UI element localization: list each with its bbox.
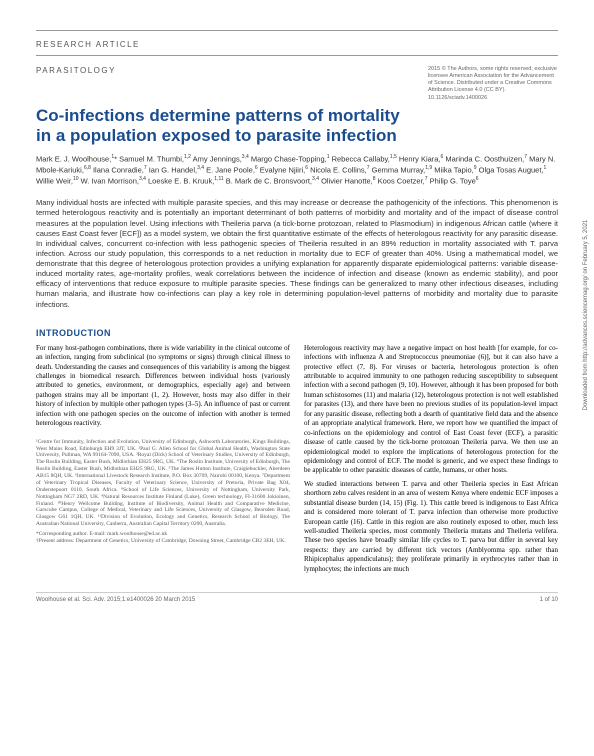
two-column-body: For many host-pathogen combinations, the… — [36, 344, 558, 579]
corresponding-author: *Corresponding author. E-mail: mark.wool… — [36, 531, 290, 538]
copyright-text: 2015 © The Authors, some rights reserved… — [428, 66, 558, 102]
abstract-text: Many individual hosts are infected with … — [36, 198, 558, 309]
category-label: PARASITOLOGY — [36, 66, 116, 75]
page-footer: Woolhouse et al. Sci. Adv. 2015;1:e14000… — [36, 592, 558, 603]
affiliations-block: ¹Centre for Immunity, Infection and Evol… — [36, 439, 290, 545]
article-title: Co-infections determine patterns of mort… — [36, 106, 416, 147]
header-bar: RESEARCH ARTICLE — [36, 30, 558, 56]
column-right: Heterologous reactivity may have a negat… — [304, 344, 558, 579]
intro-paragraph-1: For many host-pathogen combinations, the… — [36, 344, 290, 429]
intro-paragraph-2: Heterologous reactivity may have a negat… — [304, 344, 558, 476]
page-container: RESEARCH ARTICLE PARASITOLOGY 2015 © The… — [0, 0, 594, 623]
affiliations-text: ¹Centre for Immunity, Infection and Evol… — [36, 439, 290, 528]
present-address: †Present address: Department of Genetics… — [36, 538, 290, 545]
author-list: Mark E. J. Woolhouse,1* Samuel M. Thumbi… — [36, 154, 558, 186]
article-type: RESEARCH ARTICLE — [36, 40, 140, 49]
column-left: For many host-pathogen combinations, the… — [36, 344, 290, 579]
footer-page-number: 1 of 10 — [540, 597, 558, 603]
top-row: PARASITOLOGY 2015 © The Authors, some ri… — [36, 66, 558, 102]
download-watermark: Downloaded from http://advances.sciencem… — [583, 219, 589, 410]
intro-paragraph-3: We studied interactions between T. parva… — [304, 480, 558, 574]
footer-citation: Woolhouse et al. Sci. Adv. 2015;1:e14000… — [36, 597, 195, 603]
intro-heading: INTRODUCTION — [36, 328, 558, 338]
